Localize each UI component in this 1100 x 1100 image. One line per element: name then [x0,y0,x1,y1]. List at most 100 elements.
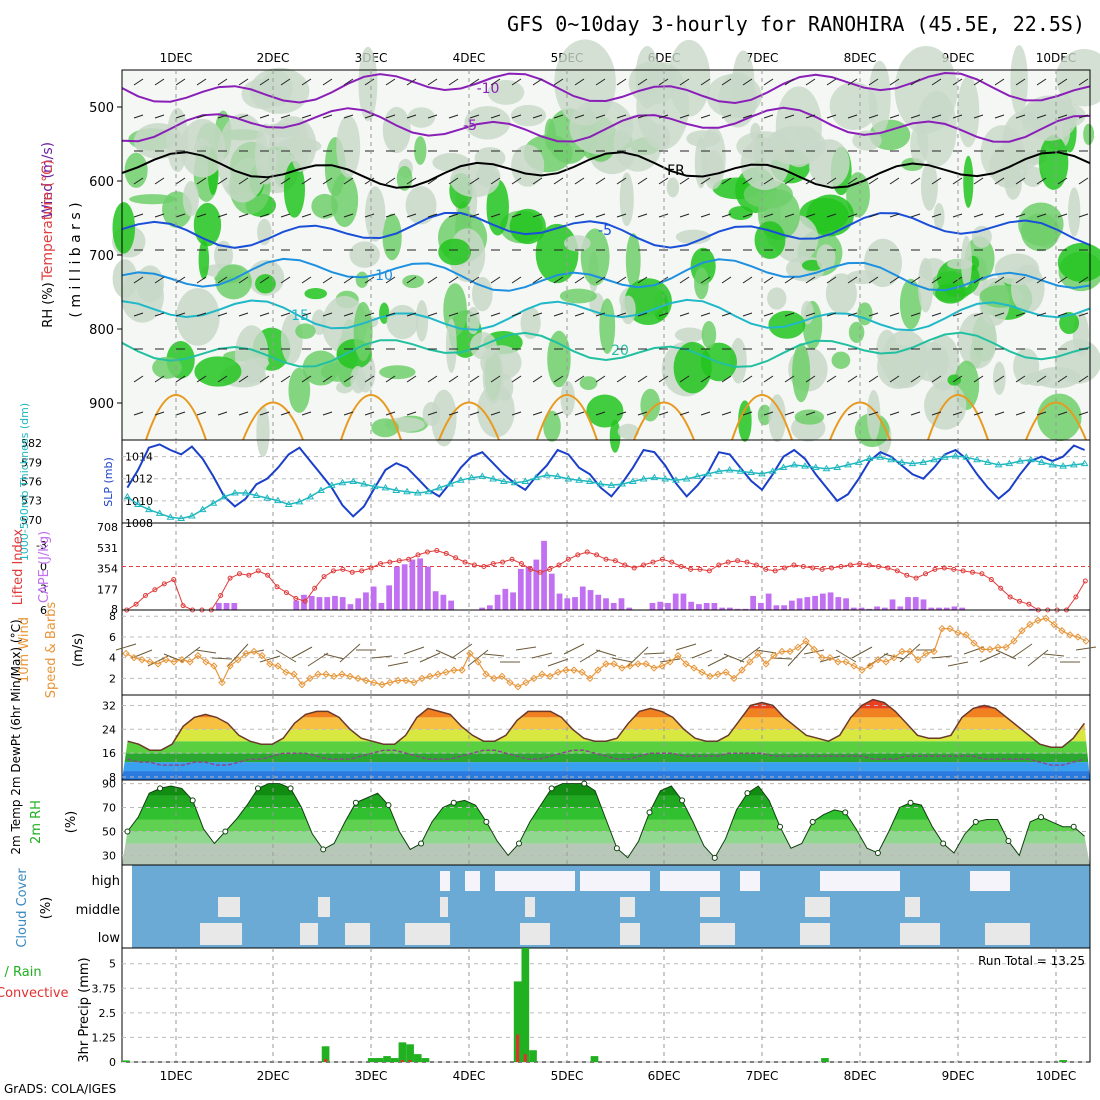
y-tick-label-left: 3 [40,582,47,595]
precip-total-bar [413,1054,422,1062]
wind-speed-point [954,629,962,637]
lifted-point [274,584,280,590]
wind-speed-point [706,672,714,681]
wind-barb [532,411,543,416]
wind-barb [826,276,837,284]
wind-barb-10m [563,643,585,655]
wind-barb [658,312,669,317]
wind-barb-10m [643,652,665,655]
cape-bar [579,586,586,610]
rh-patch [487,79,525,105]
wind-barb [763,213,774,218]
wind-speed-point [258,651,266,660]
rh-patch [431,389,457,447]
wind-barb [973,78,984,86]
rh-patch [152,356,182,379]
rh-patch [349,241,380,268]
wind-speed-point [762,660,770,668]
wind-barb-10m [947,661,969,667]
wind-barb [322,78,333,86]
wind-barb [154,276,165,284]
lifted-point [471,562,477,568]
thickness-point [521,477,530,484]
wind-barb [280,114,291,119]
temperature-band [122,771,1090,780]
wind-barb [343,312,354,317]
wind-barb [511,213,522,218]
thickness-point [585,477,594,484]
wind-barb [847,312,858,317]
wind-speed-point [930,647,938,656]
wind-barb [1036,114,1047,119]
wind-speed-point [802,637,810,645]
wind-barb-10m [387,661,409,667]
wind-barb [427,114,438,119]
wind-barb [889,213,900,218]
cape-bar [688,601,695,610]
rh-patch [992,361,1006,395]
rh-patch [438,238,472,266]
wind-speed-point [186,658,194,666]
rh-patch [176,288,220,346]
lifted-point [603,556,609,562]
lifted-point [876,564,882,569]
thickness-point [198,505,207,513]
warm-contour [829,401,891,441]
rh-patch [920,161,938,211]
rh-patch [917,257,934,313]
wind-barb-10m [611,657,633,663]
y-tick-label: 32 [102,699,116,712]
thickness-point [661,474,670,482]
wind-barb [700,312,711,317]
wind-speed-point [914,656,922,664]
rh-patch [290,119,309,172]
wind-barb [364,213,375,218]
wind-speed-point [578,668,586,676]
wind-barb [868,213,879,218]
thickness-point [833,463,842,470]
wind-speed-point [1018,627,1026,635]
thickness-point [575,476,583,483]
wind-barb [910,78,921,86]
wind-barb [910,411,921,416]
wind-barb [973,213,984,218]
wind-speed-point [754,649,762,658]
wind-speed-point [618,664,626,672]
wind-barb-10m [723,653,745,663]
wind-barb [973,114,984,119]
wind-barb [616,114,627,119]
wind-barb [700,213,711,218]
wind-speed-point [738,666,746,674]
wind-barb [595,213,606,218]
thickness-point [381,483,390,491]
wind-barb [427,276,438,284]
thickness-point [607,481,616,488]
wind-barb [322,411,333,416]
wind-barb [637,312,648,317]
lifted-point [368,565,374,571]
wind-barb-10m [291,646,313,659]
lifted-point [819,566,825,572]
wind-barb [889,411,900,416]
wind-speed-point [634,660,642,668]
wind-barb [133,114,144,119]
wind-barb [511,312,522,317]
wind-barb [637,114,648,119]
lifted-point [424,549,430,555]
wind-barb [742,78,753,86]
cape-bar [378,602,385,610]
lifted-point [490,561,496,567]
wind-barb [469,312,480,317]
wind-speed-point [314,670,322,678]
rh-point [940,840,947,847]
rh-patch [794,409,825,425]
rh-patch [414,136,427,165]
wind-speed-point [746,658,754,666]
rh-patch [563,235,591,252]
precip-total-bar [1059,1060,1067,1062]
wind-barb [259,411,270,416]
wind-barb [259,78,270,86]
cloud-low-block [985,923,1030,945]
wind-speed-point [682,660,690,668]
wind-speed-point [714,670,722,678]
